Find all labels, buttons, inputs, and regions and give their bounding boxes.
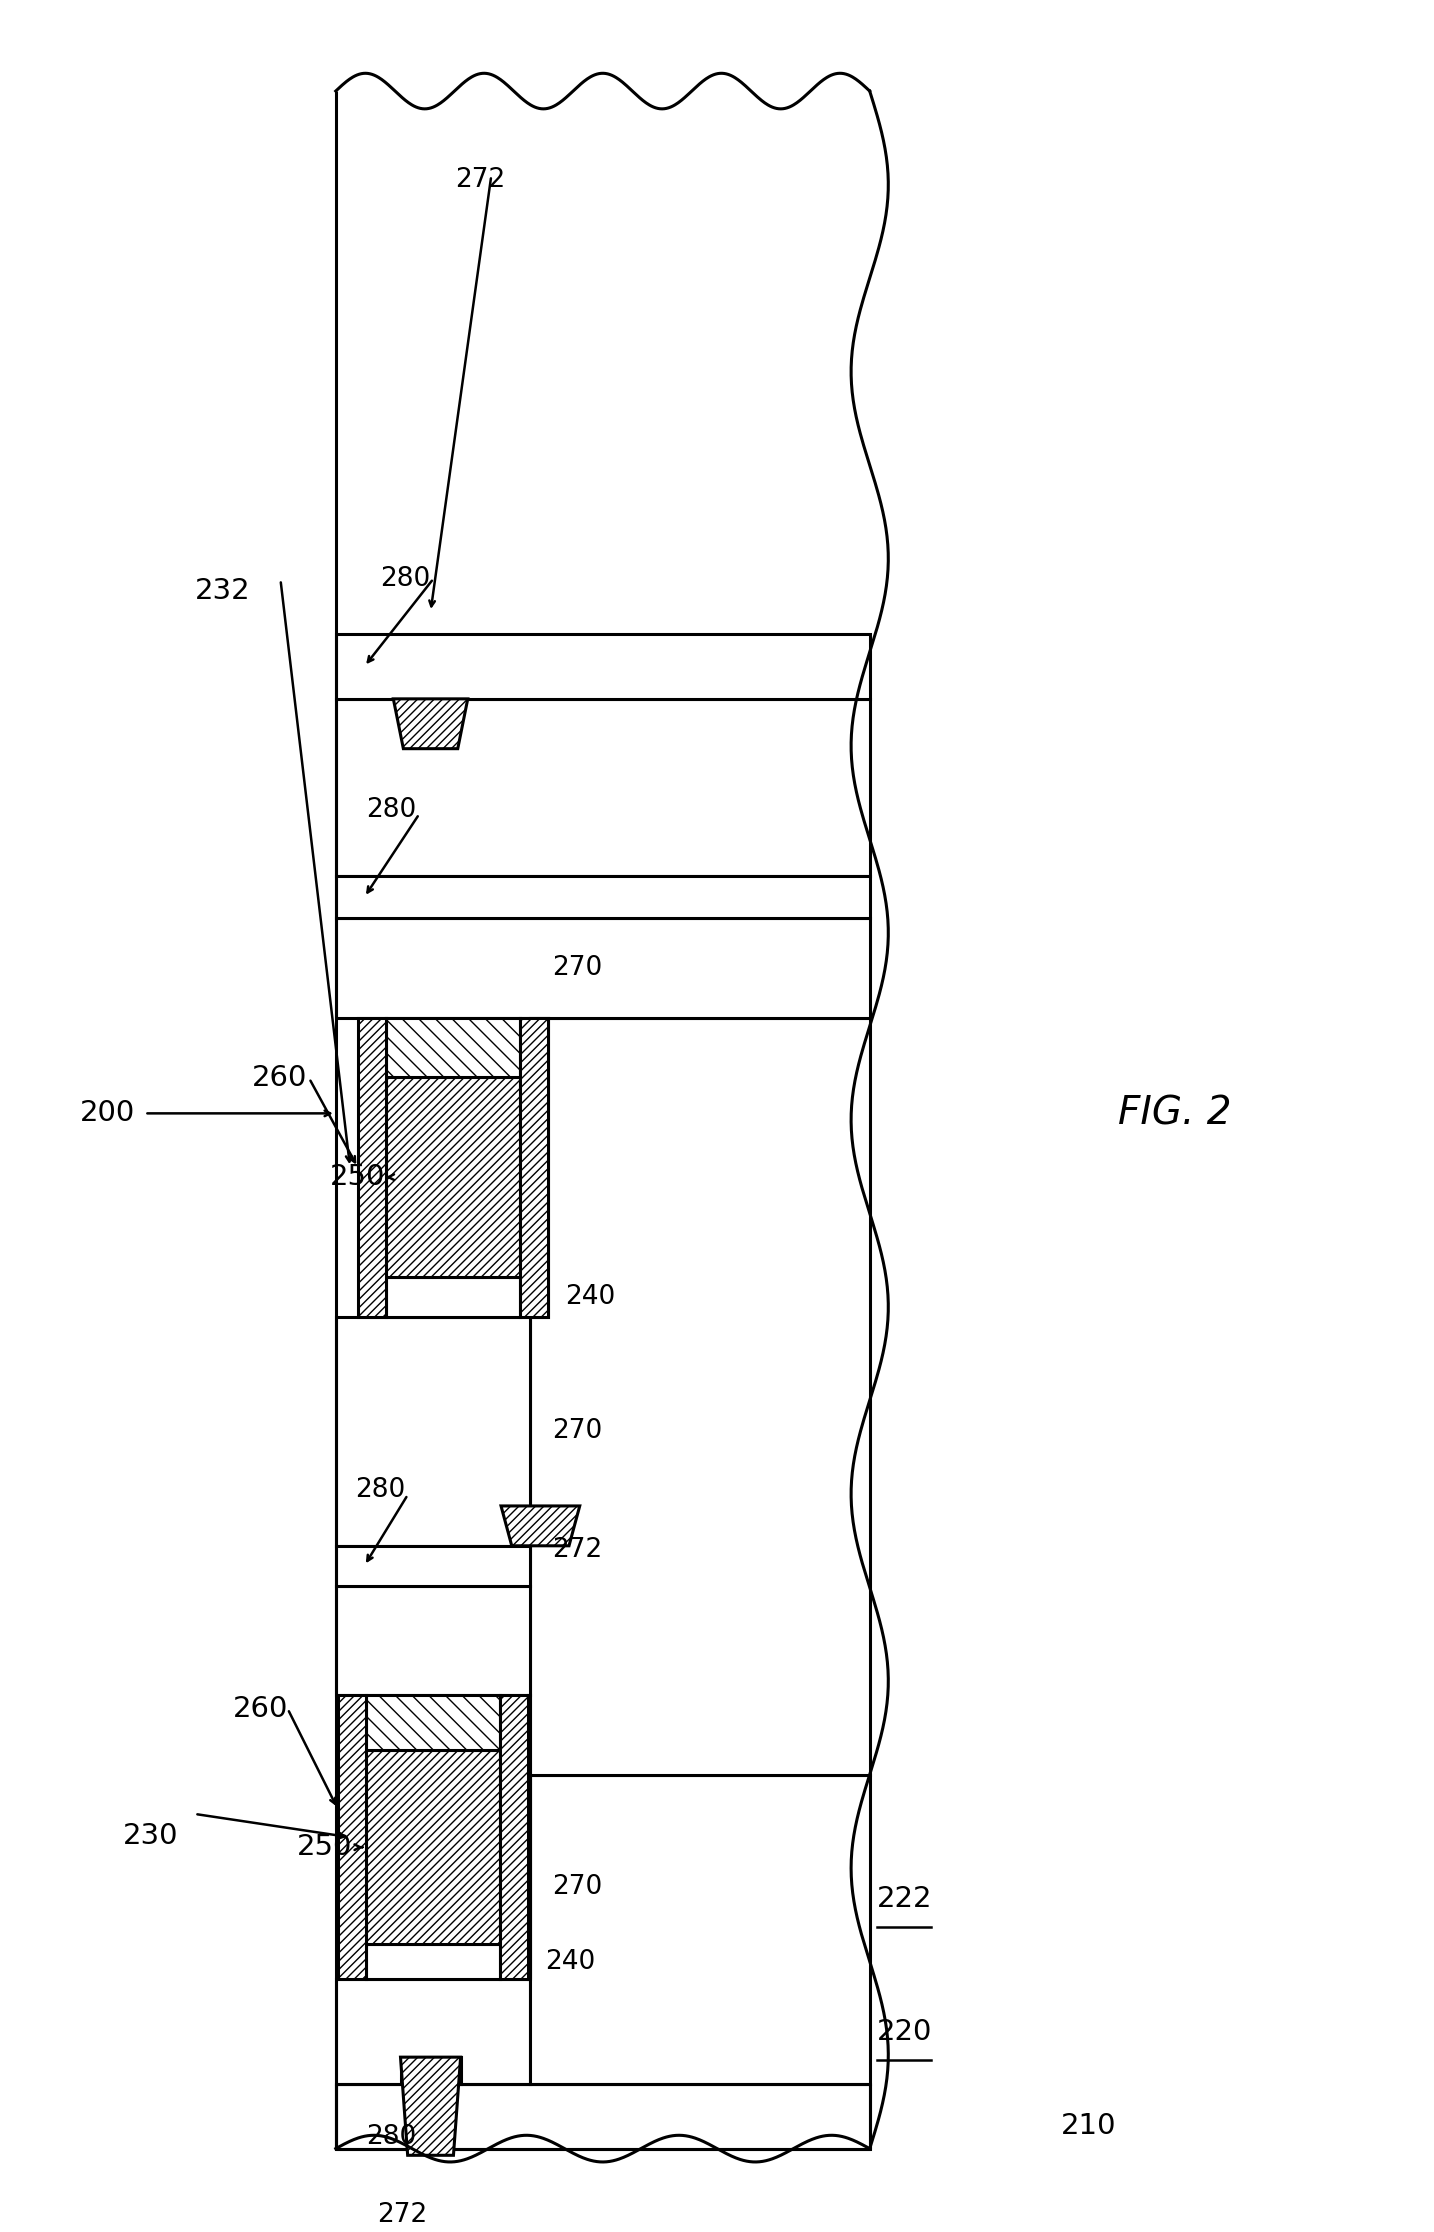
Bar	[336, 2085, 869, 2149]
Polygon shape	[393, 699, 467, 748]
Text: 272: 272	[377, 2203, 427, 2228]
Bar	[336, 1317, 531, 1547]
Bar	[336, 1547, 531, 1585]
Bar	[336, 1585, 531, 1696]
Text: 270: 270	[552, 955, 602, 980]
Bar	[386, 1018, 521, 1078]
Text: 250: 250	[297, 1832, 351, 1861]
Bar	[357, 1018, 386, 1317]
Bar	[336, 634, 869, 699]
Text: 280: 280	[354, 1478, 404, 1502]
Polygon shape	[400, 2058, 460, 2156]
Text: 200: 200	[80, 1100, 135, 1127]
Text: 280: 280	[366, 797, 416, 824]
Text: 260: 260	[252, 1065, 307, 1091]
Text: FIG. 2: FIG. 2	[1117, 1094, 1232, 1132]
Text: 210: 210	[1061, 2111, 1116, 2140]
Bar	[528, 1696, 531, 1980]
Bar	[531, 1774, 869, 2085]
Bar	[366, 1696, 500, 1750]
Text: 250: 250	[330, 1163, 384, 1192]
Polygon shape	[500, 1507, 579, 1547]
Text: 270: 270	[552, 1875, 602, 1899]
Text: 222: 222	[878, 1884, 932, 1913]
Bar	[336, 917, 869, 1018]
Text: 280: 280	[380, 565, 430, 591]
Text: 232: 232	[195, 576, 250, 605]
Text: 240: 240	[545, 1949, 595, 1975]
Text: 240: 240	[565, 1283, 615, 1310]
Text: 280: 280	[366, 2125, 416, 2149]
Bar	[400, 2058, 460, 2085]
Text: 260: 260	[234, 1694, 288, 1723]
Bar	[336, 1980, 531, 2085]
Bar	[338, 1696, 366, 1980]
Text: 272: 272	[552, 1538, 602, 1562]
Text: 272: 272	[456, 167, 506, 192]
Bar	[386, 1277, 521, 1317]
Text: 220: 220	[878, 2018, 932, 2045]
Bar	[366, 1944, 500, 1980]
Bar	[531, 1018, 869, 1774]
Bar	[500, 1696, 528, 1980]
Text: 270: 270	[552, 1417, 602, 1444]
Bar	[386, 1078, 521, 1277]
Bar	[521, 1018, 548, 1317]
Bar	[336, 699, 869, 877]
Bar	[366, 1750, 500, 1944]
Bar	[531, 1018, 548, 1317]
Bar	[336, 877, 869, 917]
Text: 230: 230	[123, 1821, 179, 1850]
